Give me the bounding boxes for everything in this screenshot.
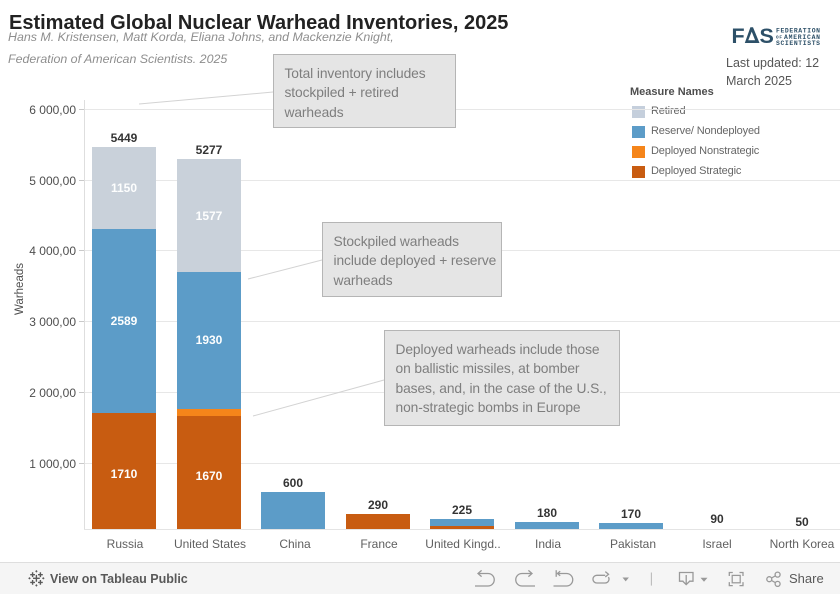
svg-text:AMERICAN: AMERICAN	[784, 34, 820, 41]
svg-text:SCIENTISTS: SCIENTISTS	[776, 40, 820, 46]
svg-text:OF: OF	[776, 36, 782, 41]
svg-text:F: F	[732, 24, 745, 46]
svg-text:FEDERATION: FEDERATION	[776, 27, 820, 34]
svg-text:S: S	[760, 24, 774, 46]
